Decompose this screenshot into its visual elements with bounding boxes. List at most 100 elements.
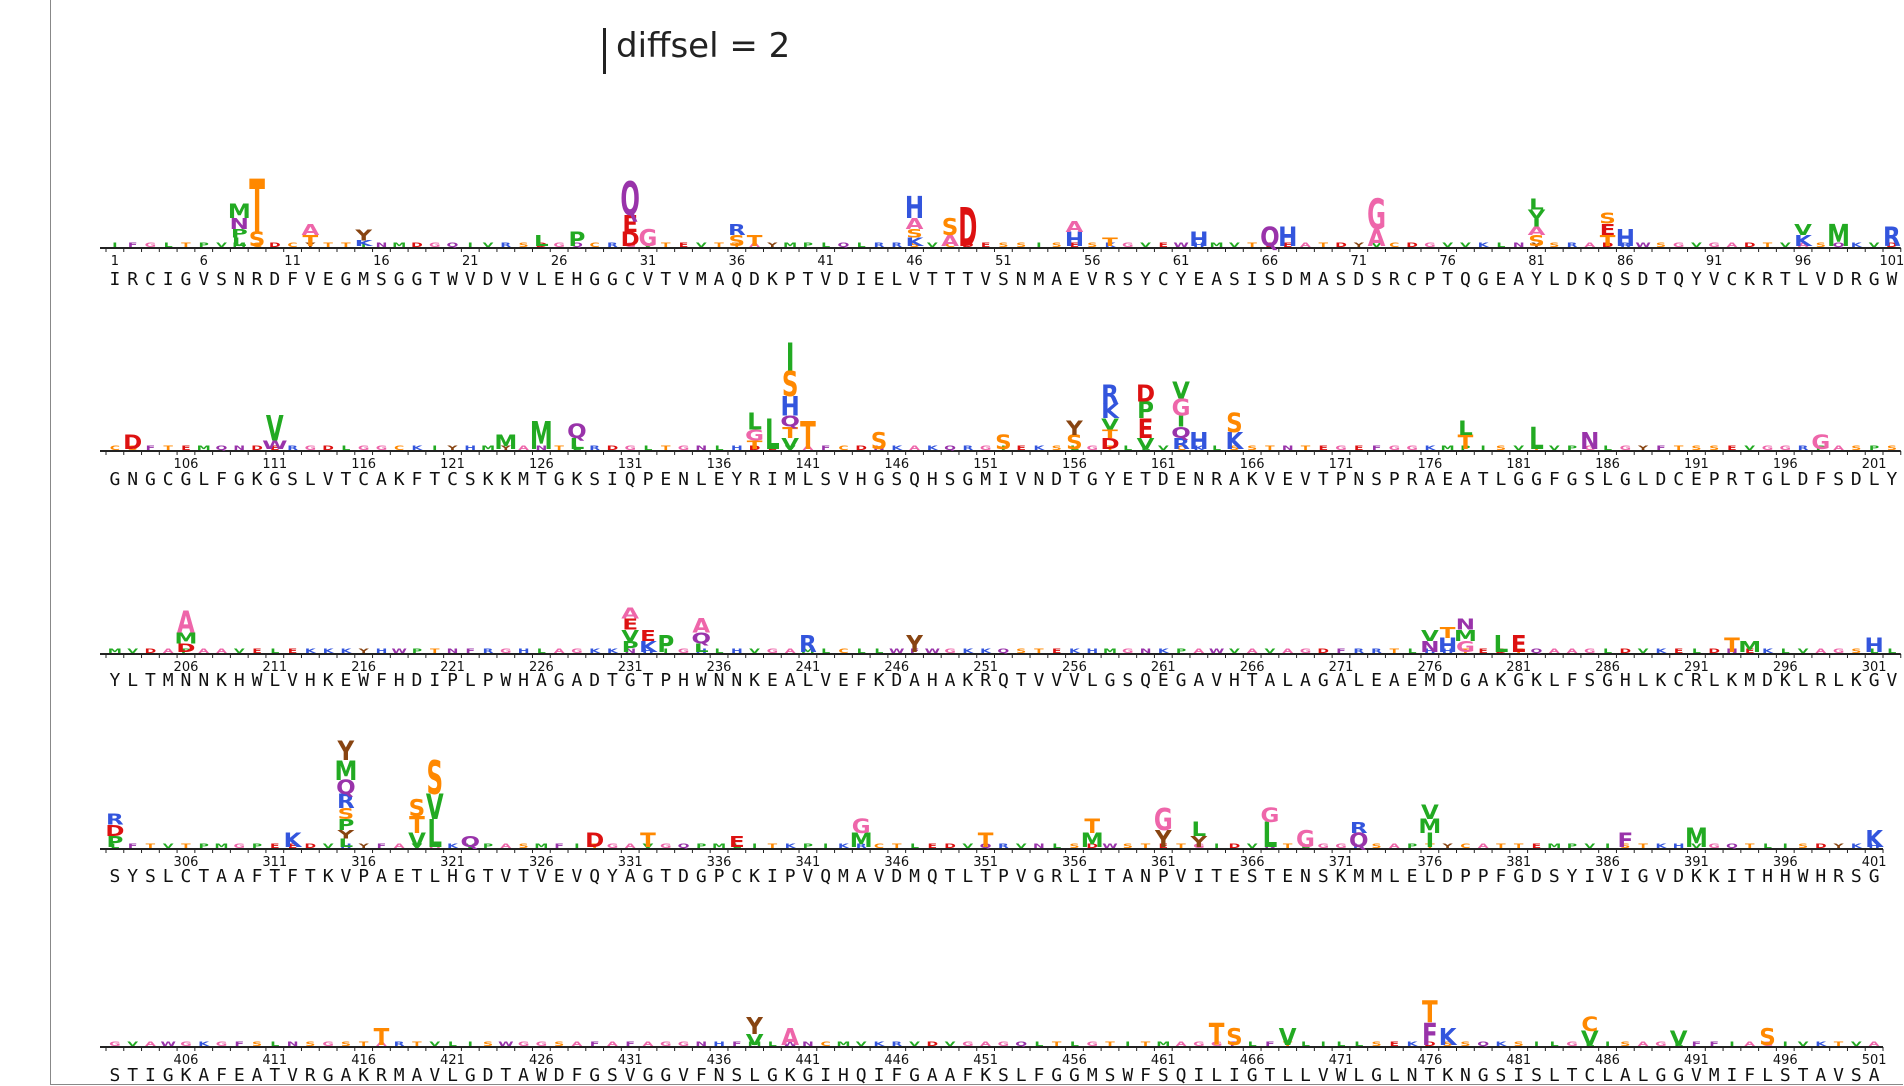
- logo-letter-minor: Q: [1477, 1040, 1489, 1048]
- sequence-residue: E: [1282, 866, 1293, 887]
- logo-stack: MG: [850, 815, 873, 852]
- logo-letter-minor: D: [1424, 1040, 1436, 1048]
- logo-letter: Q: [1171, 424, 1191, 442]
- sequence-residue: G: [874, 469, 885, 490]
- logo-letter-minor: G: [1424, 241, 1436, 249]
- logo-letter-minor: D: [251, 444, 263, 452]
- logo-letter-minor: E: [1159, 842, 1169, 850]
- sequence-residue: L: [749, 1065, 760, 1086]
- logo-letter: S: [1226, 408, 1243, 439]
- tick-label: 136: [707, 457, 732, 472]
- logo-letter-minor: G: [1335, 444, 1347, 452]
- logo-letter: G: [1456, 638, 1475, 656]
- logo-letter: S: [1528, 232, 1545, 250]
- tick-label: 276: [1417, 660, 1442, 675]
- scale-label: diffsel = 2: [616, 26, 791, 66]
- logo-letter-minor: I: [1321, 1040, 1326, 1048]
- logo-letter-minor: I: [1214, 842, 1219, 850]
- logo-stack: WV: [262, 409, 287, 452]
- logo-letter-minor: V: [483, 241, 495, 249]
- sequence-residue: W: [1886, 269, 1897, 290]
- logo-letter-minor: Y: [1441, 842, 1453, 850]
- logo-letter-minor: N: [873, 444, 885, 452]
- logo-letter: V: [266, 409, 284, 449]
- sequence-residue: M: [1300, 269, 1311, 290]
- logo-letter-minor: F: [1692, 1040, 1702, 1048]
- sequence-residue: F: [216, 1065, 227, 1086]
- sequence-residue: P: [998, 866, 1009, 887]
- logo-letter-minor: Y: [446, 444, 458, 452]
- logo-letter: L: [1263, 815, 1278, 855]
- sequence-residue: P: [1709, 469, 1720, 490]
- logo-letter-minor: D: [1744, 241, 1756, 249]
- sequence-residue: V: [1602, 866, 1613, 887]
- sequence-residue: G: [412, 269, 423, 290]
- logo-letter-minor: K: [607, 647, 619, 655]
- logo-stack: SR: [728, 221, 746, 250]
- logo-letter: L: [765, 411, 780, 461]
- logo-letter-minor: V: [1798, 1040, 1810, 1048]
- logo-letter-minor: Q: [997, 647, 1009, 655]
- logo-letter-minor: I: [1729, 1040, 1734, 1048]
- sequence-residue: G: [109, 469, 120, 490]
- logo-letter-minor: N: [1513, 241, 1525, 249]
- logo-letter-minor: G: [1673, 241, 1685, 249]
- sequence-residue: V: [429, 1065, 440, 1086]
- logo-letter-minor: H: [1673, 842, 1685, 850]
- logo-letter-minor: H: [464, 444, 476, 452]
- sequence-residue: A: [909, 670, 920, 691]
- sequence-residue: V: [874, 866, 885, 887]
- logo-letter-minor: S: [483, 1040, 493, 1048]
- sequence-residue: E: [714, 469, 725, 490]
- logo-letter-minor: C: [821, 1040, 831, 1048]
- logo-letter-minor: G: [1406, 444, 1418, 452]
- logo-letter: T: [782, 424, 798, 442]
- sequence-residue: G: [1513, 866, 1524, 887]
- logo-letter-minor: V: [1744, 444, 1756, 452]
- sequence-residue: S: [891, 469, 902, 490]
- logo-letter: V: [1421, 801, 1439, 824]
- logo-letter-minor: I: [1001, 444, 1006, 452]
- sequence-residue: G: [1087, 469, 1098, 490]
- logo-letter-minor: E: [181, 444, 191, 452]
- sequence-residue: V: [1087, 269, 1098, 290]
- logo-letter-minor: T: [661, 444, 671, 452]
- logo-stack: D: [958, 197, 977, 259]
- sequence-residue: V: [287, 1065, 298, 1086]
- sequence-residue: L: [1602, 1065, 1613, 1086]
- logo-letter-minor: K: [891, 444, 903, 452]
- sequence-residue: A: [1478, 670, 1489, 691]
- logo-letter: F: [1422, 1018, 1438, 1053]
- sequence-residue: L: [1638, 469, 1649, 490]
- logo-letter-minor: T: [1105, 1040, 1115, 1048]
- logo-letter-minor: T: [1283, 1040, 1293, 1048]
- logo-letter-minor: F: [1709, 1040, 1719, 1048]
- sequence-residue: V: [1833, 1065, 1844, 1086]
- logo-letter-minor: G: [767, 647, 779, 655]
- logo-stack: M: [1738, 638, 1761, 656]
- logo-letter: W: [262, 439, 287, 452]
- logo-letter-minor: E: [1016, 444, 1026, 452]
- sequence-residue: K: [749, 670, 760, 691]
- logo-letter-minor: W: [160, 1040, 175, 1048]
- sequence-residue: V: [1016, 866, 1027, 887]
- logo-letter-minor: A: [1567, 647, 1579, 655]
- logo-letter-minor: K: [1851, 842, 1863, 850]
- sequence-residue: G: [1371, 1065, 1382, 1086]
- sequence-residue: T: [483, 866, 494, 887]
- logo-letter-minor: V: [643, 241, 655, 249]
- tick-label: 266: [1240, 660, 1265, 675]
- logo-letter: E: [1600, 221, 1616, 239]
- sequence-residue: D: [589, 670, 600, 691]
- logo-letter-minor: L: [1212, 444, 1221, 452]
- logo-letter: T: [249, 165, 265, 250]
- logo-letter: Q: [336, 776, 356, 799]
- tick-label: 316: [351, 855, 376, 870]
- sequence-residue: D: [1673, 866, 1684, 887]
- logo-letter-minor: T: [341, 241, 351, 249]
- sequence-residue: C: [145, 269, 156, 290]
- logo-letter-minor: L: [1692, 647, 1701, 655]
- logo-letter-minor: F: [128, 241, 138, 249]
- sequence-residue: I: [1247, 269, 1258, 290]
- tick-label: 356: [1062, 855, 1087, 870]
